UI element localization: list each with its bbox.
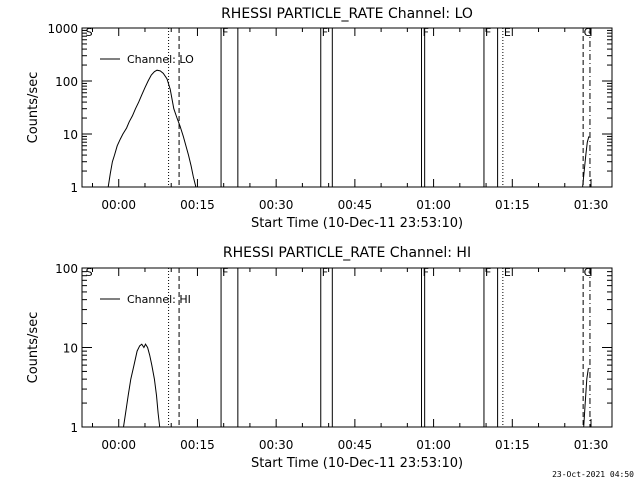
event-marker-label: G (584, 26, 593, 39)
y-tick-label: 100 (55, 262, 78, 276)
event-marker-label: G (584, 266, 593, 279)
event-marker-label: F (423, 266, 429, 279)
event-marker-label: F (322, 266, 328, 279)
event-marker-label: F (222, 26, 228, 39)
x-tick-label: 01:15 (495, 198, 530, 212)
y-tick-label: 10 (63, 128, 78, 142)
x-tick-label: 00:45 (338, 198, 373, 212)
series-line-1 (582, 136, 590, 188)
x-tick-label: 01:30 (574, 198, 609, 212)
x-tick-label: 00:15 (180, 438, 215, 452)
y-axis-label: Counts/sec (26, 312, 41, 384)
event-marker-label: F (485, 26, 491, 39)
plot-frame (81, 267, 613, 428)
y-tick-label: 1000 (47, 22, 78, 36)
y-tick-label: 1 (70, 421, 78, 435)
series-line-1 (583, 368, 589, 428)
x-axis-label: Start Time (10-Dec-11 23:53:10) (251, 456, 463, 471)
footer-timestamp: 23-Oct-2021 04:50 (552, 470, 634, 479)
y-tick-label: 100 (55, 75, 78, 89)
event-marker-label: E (504, 26, 511, 39)
legend-label: Channel: HI (127, 293, 191, 306)
event-marker-label: S (86, 266, 93, 279)
x-tick-label: 00:00 (101, 198, 136, 212)
x-tick-label: 01:00 (416, 198, 451, 212)
x-tick-label: 00:30 (259, 198, 294, 212)
event-marker-label: E (504, 266, 511, 279)
x-tick-label: 01:30 (574, 438, 609, 452)
series-line-0 (107, 69, 197, 188)
event-marker-label: F (423, 26, 429, 39)
chart-title: RHESSI PARTICLE_RATE Channel: LO (221, 6, 473, 22)
plot-frame (81, 27, 613, 188)
y-tick-label: 10 (63, 342, 78, 356)
x-tick-label: 00:15 (180, 198, 215, 212)
chart-panel-0: RHESSI PARTICLE_RATE Channel: LO 00:00 00:… (26, 6, 613, 231)
event-marker-label: S (86, 26, 93, 39)
x-tick-label: 00:45 (338, 438, 373, 452)
x-tick-label: 01:00 (416, 438, 451, 452)
chart-title: RHESSI PARTICLE_RATE Channel: HI (223, 245, 471, 261)
y-axis-label: Counts/sec (26, 72, 41, 144)
x-tick-label: 00:30 (259, 438, 294, 452)
event-marker-label: F (485, 266, 491, 279)
event-marker-label: F (322, 26, 328, 39)
x-tick-label: 01:15 (495, 438, 530, 452)
event-marker-label: F (222, 266, 228, 279)
series-line-0 (123, 343, 161, 428)
y-tick-label: 1 (70, 181, 78, 195)
x-axis-label: Start Time (10-Dec-11 23:53:10) (251, 216, 463, 231)
legend-label: Channel: LO (127, 53, 194, 66)
chart-panel-1: RHESSI PARTICLE_RATE Channel: HI 00:00 00:… (26, 245, 613, 471)
x-tick-label: 00:00 (101, 438, 136, 452)
